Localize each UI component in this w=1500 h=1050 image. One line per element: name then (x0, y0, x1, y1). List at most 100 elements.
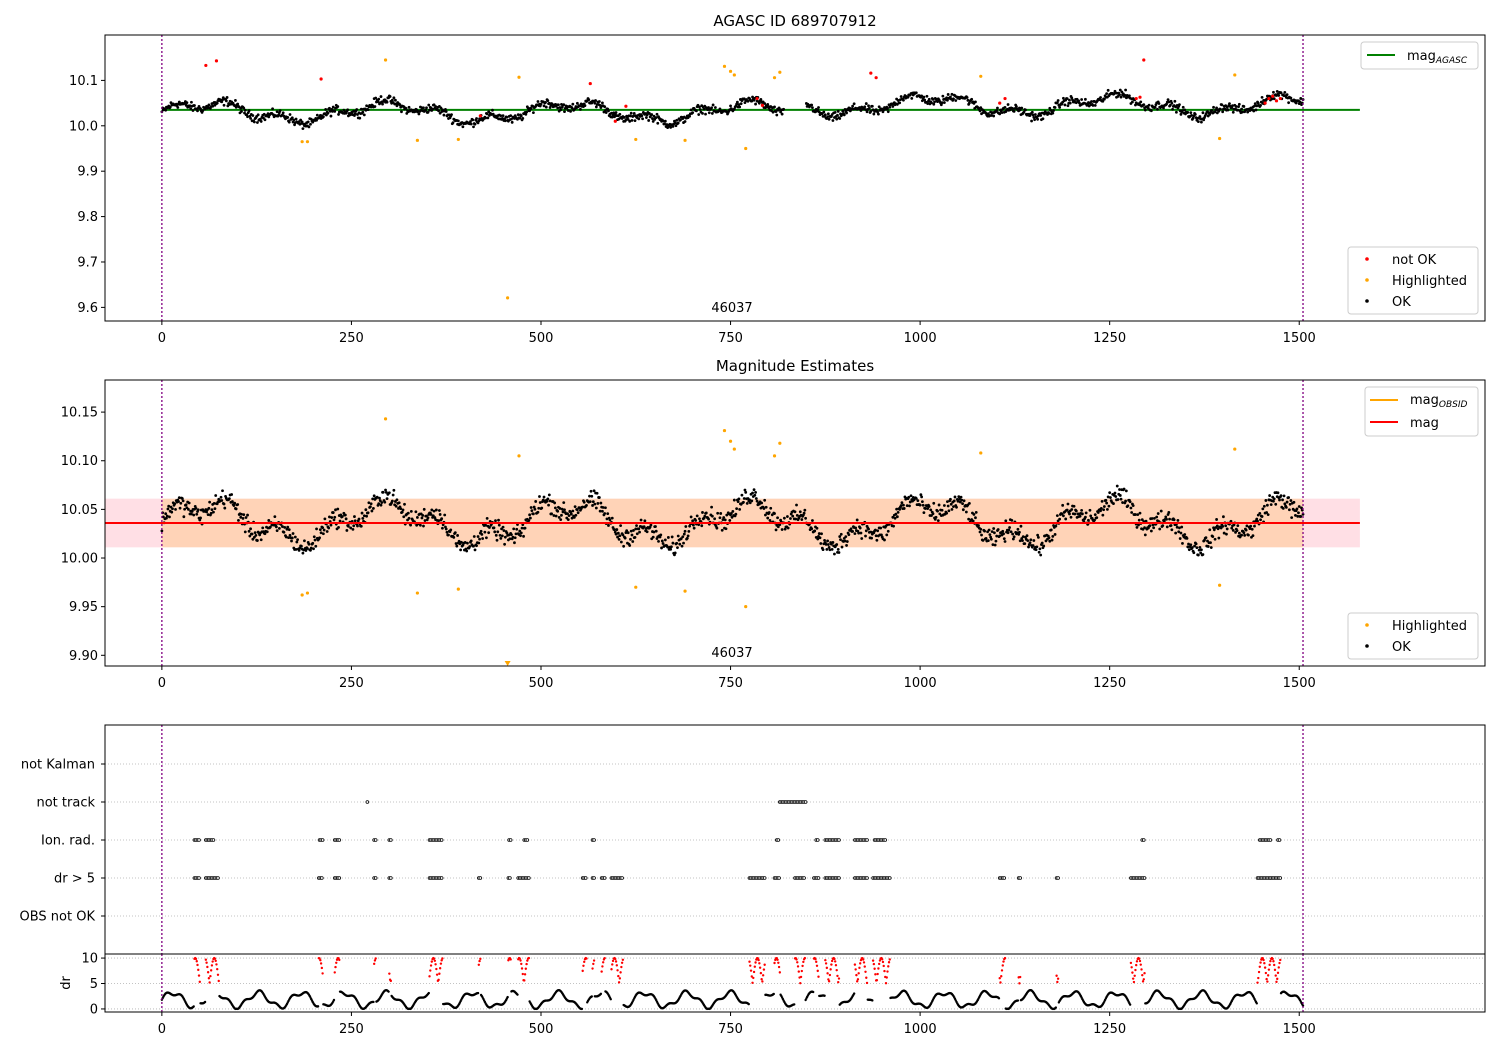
ok-point (329, 114, 333, 118)
ok-point (990, 530, 994, 534)
ok-point (318, 528, 322, 532)
ok-point (402, 515, 406, 519)
ok-point (1015, 105, 1018, 108)
ok-point (616, 531, 620, 535)
ok-point (719, 512, 723, 515)
ok-point (569, 512, 573, 516)
ok-point (632, 111, 636, 115)
ok-point (336, 105, 340, 108)
ok-point (1281, 498, 1284, 502)
ok-point (1256, 519, 1259, 523)
ok-point (1272, 499, 1275, 503)
ok-point (456, 534, 459, 537)
ok-point (365, 104, 368, 108)
ok-point (444, 107, 447, 111)
ok-point (588, 494, 591, 498)
ok-point (232, 504, 236, 507)
dr-point (1255, 1002, 1258, 1005)
dr-point (814, 958, 817, 961)
ok-point (713, 106, 717, 109)
ok-point (703, 514, 707, 518)
ok-point (430, 508, 434, 512)
dr-point (760, 977, 763, 981)
ok-point (737, 103, 741, 106)
ok-point (383, 500, 387, 504)
ok-point (860, 537, 864, 540)
ok-point (1012, 109, 1016, 113)
dr-point (883, 969, 886, 973)
x-tick-label: 1250 (1093, 1022, 1126, 1037)
dr-point (1056, 977, 1060, 980)
ok-point (753, 493, 757, 497)
ok-point (610, 516, 614, 520)
ok-point (853, 532, 857, 536)
dr-point (1001, 964, 1004, 967)
ok-point (407, 105, 411, 109)
flag-marker (337, 876, 342, 880)
ok-point (287, 120, 291, 124)
ok-point (899, 504, 903, 507)
dr-point (1265, 977, 1268, 981)
ok-point (767, 511, 771, 514)
dr-point (197, 968, 200, 972)
ok-point (271, 107, 274, 111)
ok-point (241, 516, 245, 520)
dr-point (885, 976, 888, 979)
ok-point (659, 533, 663, 537)
ok-point (315, 113, 319, 117)
ok-point (201, 109, 205, 113)
dr-point (616, 969, 619, 972)
dr-point (761, 980, 764, 983)
ok-point (309, 548, 312, 552)
dr-point (1003, 956, 1007, 960)
highlighted-point (634, 585, 638, 589)
dr-point (438, 972, 441, 975)
ok-point (974, 511, 978, 514)
ok-point (548, 106, 552, 109)
magnitude-line-legend: magOBSID mag (1364, 386, 1479, 437)
ok-point (670, 545, 673, 549)
ok-point (635, 524, 638, 528)
ok-point (560, 507, 564, 511)
ok-point (502, 529, 506, 532)
ok-point (1212, 105, 1215, 109)
dr-point (210, 964, 214, 967)
ok-point (1186, 110, 1190, 114)
ok-point (755, 499, 759, 503)
ok-point (1287, 496, 1291, 499)
ok-point (1136, 513, 1140, 517)
ok-point (404, 106, 408, 110)
flag-marker (197, 838, 201, 842)
ok-point (1009, 530, 1013, 534)
ok-point (1190, 113, 1193, 117)
ok-point (900, 501, 904, 505)
ok-point (964, 510, 968, 514)
ok-point (713, 517, 717, 521)
ok-point (1032, 115, 1036, 119)
ok-point (499, 114, 503, 118)
ok-point (360, 511, 364, 515)
ok-point (244, 516, 248, 519)
ok-point (1034, 548, 1038, 552)
ok-point (1224, 524, 1228, 528)
ok-point (896, 98, 900, 102)
ok-point (686, 534, 690, 538)
ok-point (800, 518, 804, 521)
ok-point (854, 526, 858, 530)
ok-point (1118, 93, 1121, 97)
ok-point (885, 533, 889, 537)
ok-point (1140, 518, 1144, 521)
ok-point (886, 107, 889, 111)
ok-point (1003, 540, 1007, 543)
ok-point (193, 104, 196, 107)
ok-point (661, 542, 665, 545)
ok-point (1193, 113, 1197, 116)
ok-point (663, 122, 666, 126)
legend-ok-label: OK (1392, 295, 1411, 310)
ok-point (367, 501, 371, 505)
ok-point (478, 537, 481, 541)
ok-point (488, 526, 491, 529)
ok-point (1178, 537, 1182, 540)
ok-point (528, 109, 532, 113)
ok-point (899, 95, 903, 98)
